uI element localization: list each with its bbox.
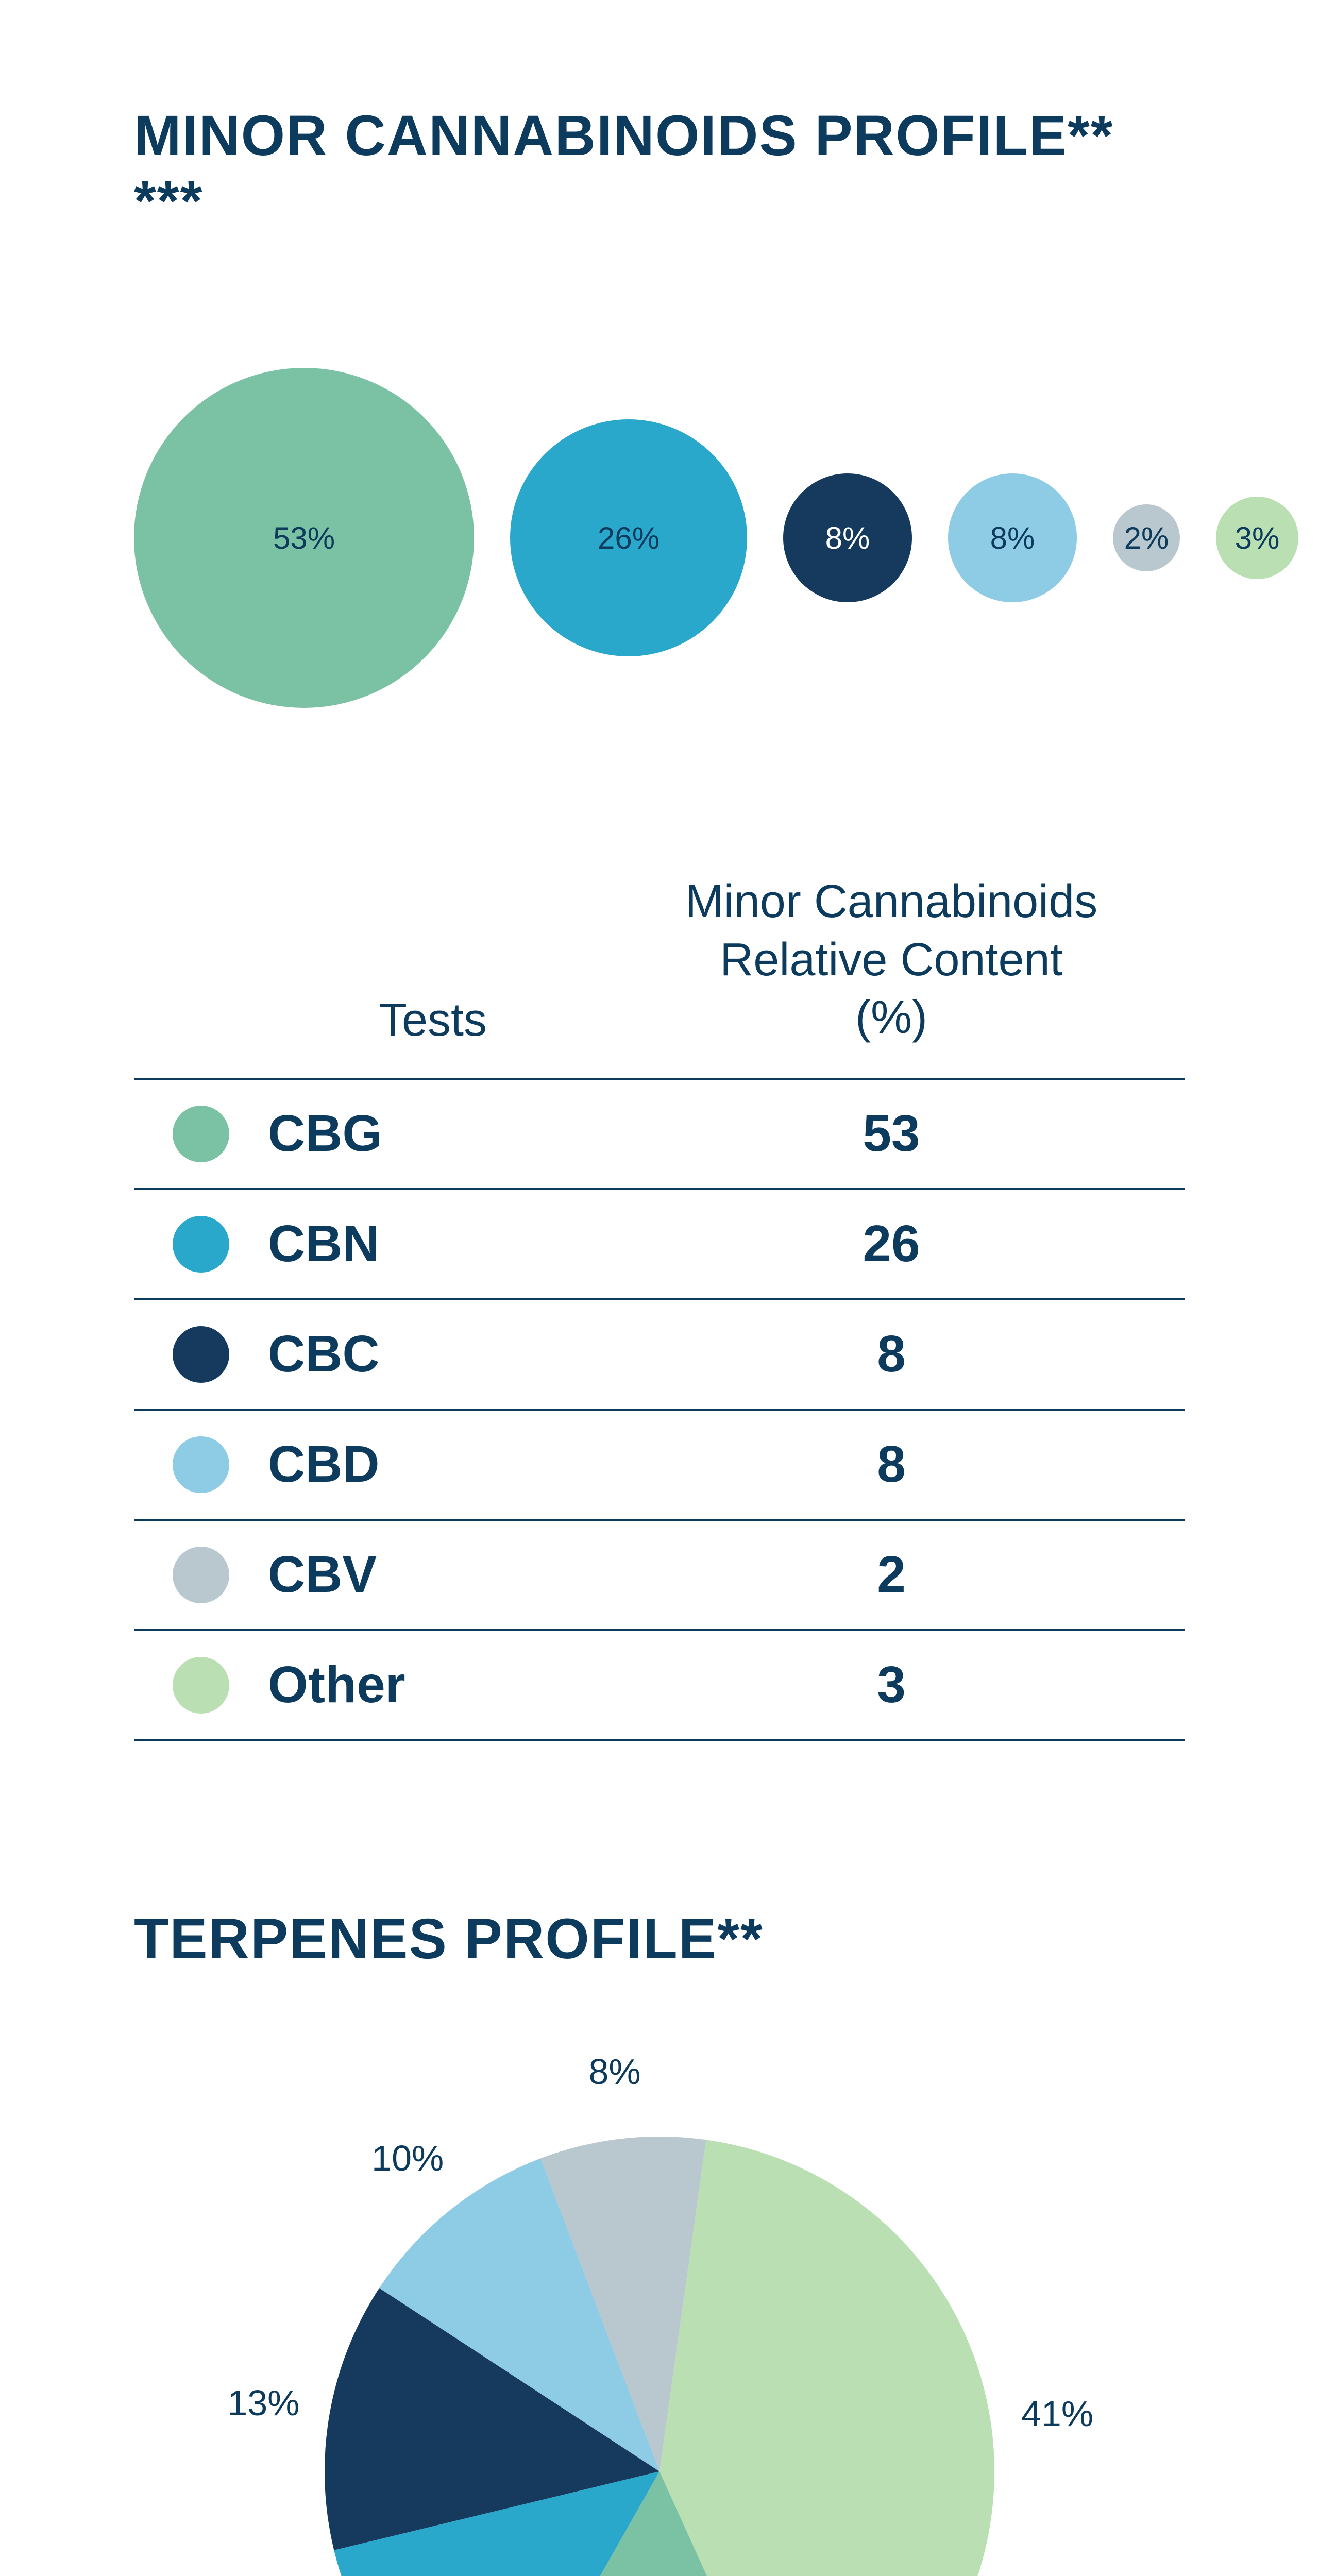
section-title-terpenes: TERPENES PROFILE** [134, 1906, 1185, 1972]
table-row: CBN26 [134, 1188, 1185, 1298]
bubble-label: 53% [273, 520, 335, 556]
table-row: Other3 [134, 1629, 1185, 1741]
cannabinoids-table-header: Tests Minor CannabinoidsRelative Content… [134, 873, 1185, 1078]
bubble-cbn: 26% [510, 419, 747, 656]
cannabinoids-table-body: CBG53CBN26CBC8CBD8CBV2Other3 [134, 1078, 1185, 1741]
swatch-cell [134, 1326, 268, 1383]
color-swatch [173, 1216, 229, 1273]
bubble-cbv: 2% [1113, 504, 1180, 571]
bubble-label: 8% [990, 520, 1035, 556]
swatch-cell [134, 1436, 268, 1493]
color-swatch [173, 1106, 229, 1162]
table-row: CBC8 [134, 1298, 1185, 1409]
bubble-cbc: 8% [783, 473, 912, 602]
test-name: Other [268, 1655, 598, 1715]
bubble-other: 3% [1216, 497, 1298, 579]
bubble-label: 2% [1124, 520, 1169, 556]
swatch-cell [134, 1547, 268, 1603]
test-name: CBC [268, 1325, 598, 1384]
bubble-label: 3% [1235, 520, 1280, 556]
bubble-label: 8% [825, 520, 870, 556]
swatch-cell [134, 1106, 268, 1162]
test-value: 26 [598, 1214, 1185, 1274]
page-root: MINOR CANNABINOIDS PROFILE** *** 53% 26% 8… [0, 0, 1319, 2576]
swatch-cell [134, 1657, 268, 1714]
section-title-cannabinoids: MINOR CANNABINOIDS PROFILE** *** [134, 103, 1185, 234]
test-name: CBG [268, 1104, 598, 1163]
color-swatch [173, 1436, 229, 1493]
color-swatch [173, 1326, 229, 1383]
test-value: 3 [598, 1655, 1185, 1715]
test-name: CBD [268, 1435, 598, 1494]
bubble-chart: 53%26%8%8%2%3% [134, 368, 1185, 708]
terpenes-pie-chart: 41%15%13%13%10%8% [247, 2033, 1072, 2576]
bubble-cbd: 8% [948, 473, 1077, 602]
test-value: 8 [598, 1435, 1185, 1494]
test-name: CBN [268, 1214, 598, 1274]
color-swatch [173, 1547, 229, 1603]
table-row: CBG53 [134, 1078, 1185, 1188]
header-tests: Tests [268, 994, 598, 1047]
test-value: 2 [598, 1545, 1185, 1604]
header-value: Minor CannabinoidsRelative Content(%) [598, 873, 1185, 1047]
test-name: CBV [268, 1545, 598, 1604]
bubble-cbg: 53% [134, 368, 474, 708]
table-row: CBD8 [134, 1409, 1185, 1519]
cannabinoids-table: Tests Minor CannabinoidsRelative Content… [134, 873, 1185, 1741]
test-value: 8 [598, 1325, 1185, 1384]
swatch-cell [134, 1216, 268, 1273]
color-swatch [173, 1657, 229, 1714]
pie-svg [247, 2033, 1072, 2576]
bubble-label: 26% [598, 520, 660, 556]
table-row: CBV2 [134, 1519, 1185, 1629]
test-value: 53 [598, 1104, 1185, 1163]
pie-slice-other [660, 2140, 994, 2576]
